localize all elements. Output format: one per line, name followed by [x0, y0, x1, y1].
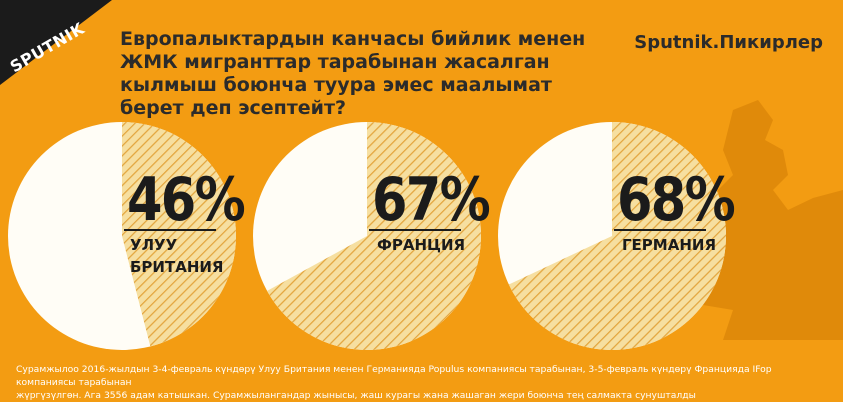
brand-tagline: Sputnik.Пикирлер: [634, 32, 823, 53]
footnote-line2: жүргүзүлгөн. Ага 3556 адам катышкан. Сур…: [16, 390, 696, 401]
pie-france-value: 67%: [372, 165, 491, 235]
pie-france-label: ФРАНЦИЯ: [377, 236, 466, 254]
pie-uk-rule: [124, 229, 216, 231]
pie-france-slice: [267, 122, 482, 350]
pie-germany-rule: [614, 229, 706, 231]
pie-france-rule: [369, 229, 461, 231]
pie-germany-slice: [508, 122, 726, 350]
sputnik-logo: SPUTNIK: [0, 0, 120, 90]
pie-uk-label-line2: БРИТАНИЯ: [130, 258, 224, 276]
pie-germany-label: ГЕРМАНИЯ: [622, 236, 716, 254]
pie-germany-value: 68%: [617, 165, 736, 235]
pie-uk-slice: [122, 122, 237, 347]
footnote-line1: Сурамжылоо 2016-жылдын 3-4-февраль күндө…: [16, 364, 772, 388]
chart-title: Европалыктардын канчасы бийлик менен ЖМК…: [120, 28, 586, 119]
pie-uk-value: 46%: [127, 165, 246, 235]
pie-uk-label-line1: УЛУУ: [130, 236, 178, 254]
footnote: Сурамжылоо 2016-жылдын 3-4-февраль күндө…: [16, 363, 816, 402]
pie-uk-label: УЛУУ БРИТАНИЯ: [130, 234, 223, 278]
